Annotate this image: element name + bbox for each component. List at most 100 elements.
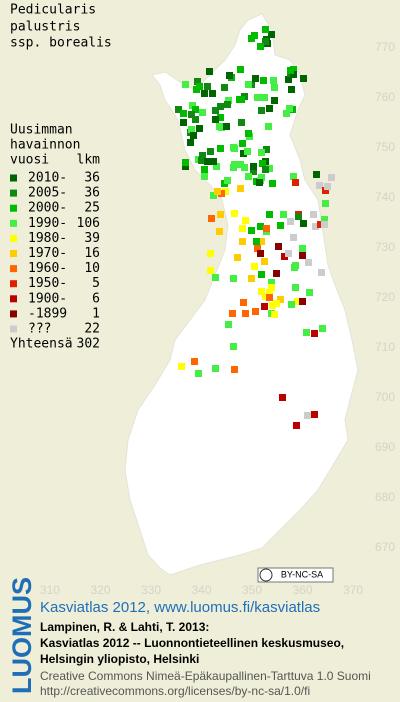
legend-count: 1 bbox=[92, 306, 100, 321]
observation-square bbox=[222, 188, 229, 195]
observation-square bbox=[288, 86, 295, 93]
observation-square bbox=[188, 126, 195, 133]
observation-square bbox=[252, 308, 259, 315]
observation-square bbox=[269, 302, 276, 309]
observation-square bbox=[188, 111, 195, 118]
observation-square bbox=[262, 166, 269, 173]
grid-x-label: 350 bbox=[242, 583, 262, 597]
observation-square bbox=[263, 225, 270, 232]
observation-square bbox=[187, 139, 194, 146]
observation-square bbox=[216, 228, 223, 235]
observation-square bbox=[261, 94, 268, 101]
observation-square bbox=[180, 119, 187, 126]
observation-square bbox=[231, 366, 238, 373]
legend-swatch bbox=[10, 219, 17, 227]
observation-square bbox=[311, 330, 318, 337]
observation-square bbox=[254, 94, 261, 101]
title-line: ssp. borealis bbox=[10, 36, 112, 51]
observation-square bbox=[294, 298, 301, 305]
observation-square bbox=[266, 105, 273, 112]
legend-label: 1960- bbox=[28, 261, 67, 276]
observation-square bbox=[251, 263, 258, 270]
observation-square bbox=[304, 412, 311, 419]
observation-square bbox=[206, 68, 213, 75]
grid-y-label: 720 bbox=[375, 290, 395, 304]
citation-line: Helsingin yliopisto, Helsinki bbox=[40, 652, 199, 666]
observation-square bbox=[312, 223, 319, 230]
observation-square bbox=[321, 216, 328, 223]
legend-swatch bbox=[10, 234, 17, 242]
observation-square bbox=[290, 234, 297, 241]
observation-square bbox=[319, 325, 326, 332]
observation-square bbox=[226, 72, 233, 79]
observation-square bbox=[239, 225, 246, 232]
observation-square bbox=[201, 166, 208, 173]
observation-square bbox=[221, 84, 228, 91]
footer-link[interactable]: Kasviatlas 2012, www.luomus.fi/kasviatla… bbox=[40, 599, 320, 616]
legend-label: 1950- bbox=[28, 276, 67, 291]
grid-x-label: 320 bbox=[90, 583, 110, 597]
observation-square bbox=[208, 215, 215, 222]
observation-square bbox=[218, 190, 225, 197]
legend-swatch bbox=[10, 310, 17, 318]
license-line[interactable]: http://creativecommons.org/licenses/by-n… bbox=[40, 684, 310, 698]
legend-swatch bbox=[10, 325, 17, 333]
observation-square bbox=[292, 262, 299, 269]
observation-square bbox=[262, 26, 269, 33]
observation-square bbox=[212, 274, 219, 281]
grid-x-label: 310 bbox=[40, 583, 60, 597]
observation-square bbox=[279, 394, 286, 401]
observation-square bbox=[182, 81, 189, 88]
observation-square bbox=[310, 211, 317, 218]
legend-label: ??? bbox=[28, 322, 51, 337]
title-line: Pedicularis bbox=[10, 3, 96, 18]
legend-label: 1970- bbox=[28, 246, 67, 261]
observation-square bbox=[266, 211, 273, 218]
legend-swatch bbox=[10, 174, 17, 182]
legend-label: 2005- bbox=[28, 186, 67, 201]
observation-square bbox=[266, 294, 273, 301]
observation-square bbox=[300, 75, 307, 82]
observation-square bbox=[217, 211, 224, 218]
observation-square bbox=[238, 119, 245, 126]
cc-icon bbox=[259, 568, 273, 582]
observation-square bbox=[322, 187, 329, 194]
observation-square bbox=[271, 311, 278, 318]
observation-square bbox=[241, 164, 248, 171]
observation-square bbox=[262, 38, 269, 45]
observation-square bbox=[244, 148, 251, 155]
observation-square bbox=[204, 83, 211, 90]
observation-square bbox=[239, 238, 246, 245]
observation-square bbox=[207, 148, 214, 155]
observation-square bbox=[269, 180, 276, 187]
observation-square bbox=[328, 174, 335, 181]
citation-line: Lampinen, R. & Lahti, T. 2013: bbox=[40, 620, 209, 634]
observation-square bbox=[230, 275, 237, 282]
observation-square bbox=[209, 90, 216, 97]
observation-square bbox=[280, 211, 287, 218]
observation-square bbox=[299, 245, 306, 252]
observation-square bbox=[230, 343, 237, 350]
observation-square bbox=[216, 123, 223, 130]
observation-square bbox=[237, 185, 244, 192]
observation-square bbox=[273, 300, 280, 307]
observation-square bbox=[324, 183, 331, 190]
observation-square bbox=[270, 77, 277, 84]
legend-label: 1980- bbox=[28, 231, 67, 246]
observation-square bbox=[175, 106, 182, 113]
observation-square bbox=[245, 81, 252, 88]
legend-label: 2010- bbox=[28, 171, 67, 186]
citation-line: Kasviatlas 2012 -- Luonnontieteellinen k… bbox=[40, 636, 344, 650]
observation-square bbox=[237, 161, 244, 168]
observation-square bbox=[248, 227, 255, 234]
observation-square bbox=[258, 271, 265, 278]
observation-square bbox=[258, 238, 265, 245]
grid-y-label: 760 bbox=[375, 90, 395, 104]
grid-y-label: 690 bbox=[375, 440, 395, 454]
grid-y-label: 730 bbox=[375, 240, 395, 254]
observation-square bbox=[266, 165, 273, 172]
grid-x-label: 360 bbox=[292, 583, 312, 597]
legend-header: vuosi bbox=[10, 153, 49, 168]
observation-square bbox=[191, 358, 198, 365]
